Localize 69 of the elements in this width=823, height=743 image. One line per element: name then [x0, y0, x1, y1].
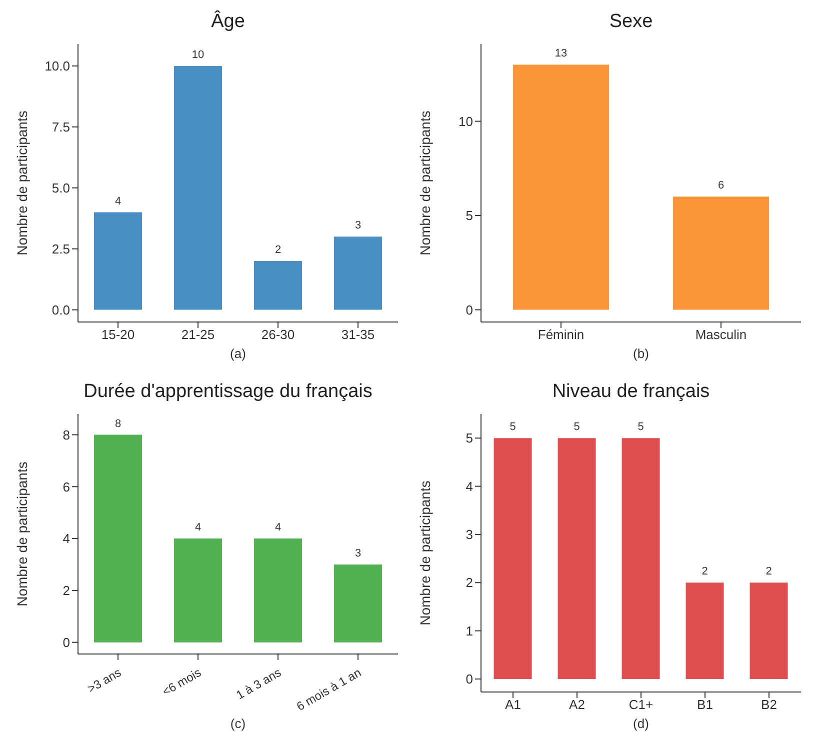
data-label: 2 — [766, 566, 772, 578]
data-label: 4 — [114, 195, 122, 208]
data-label: 6 — [718, 180, 724, 192]
bar — [94, 434, 142, 642]
y-tick-label: 4 — [62, 531, 70, 546]
y-tick-label: 4 — [466, 478, 473, 494]
bar — [94, 212, 142, 310]
y-axis-title: Nombre de participants — [14, 462, 30, 606]
x-tick-label: 21-25 — [181, 327, 215, 342]
x-tick-label: 15-20 — [101, 327, 135, 342]
x-tick-label: C1+ — [628, 697, 654, 712]
y-tick-label: 2 — [466, 575, 473, 590]
y-tick-label: 0 — [466, 672, 473, 687]
bar — [254, 538, 302, 642]
text: 0.0 — [52, 302, 70, 318]
x-tick-label: Féminin — [538, 327, 584, 342]
data-label: 3 — [354, 220, 362, 232]
text: 10.0 — [44, 58, 70, 74]
data-label: 2 — [702, 566, 708, 578]
y-tick-label: 5 — [466, 430, 473, 446]
bar — [174, 66, 222, 310]
x-tick-label: 1 à 3 ans — [234, 665, 284, 702]
chart-title: Sexe — [608, 10, 654, 34]
data-label: 4 — [274, 522, 282, 534]
x-tick-label: 31-35 — [341, 327, 375, 342]
data-label: 10 — [192, 48, 204, 61]
x-tick-label: Masculin — [695, 327, 747, 342]
data-label: 2 — [274, 244, 282, 256]
x-tick-label: >3 ans — [85, 665, 124, 696]
data-label: 5 — [638, 421, 644, 434]
x-tick-label: A2 — [569, 697, 585, 712]
data-label: 4 — [194, 522, 202, 534]
y-axis-title: Nombre de participants — [416, 110, 433, 256]
data-label: 8 — [114, 418, 122, 430]
bar — [334, 564, 382, 642]
y-tick-label: 1 — [466, 623, 473, 638]
bar — [334, 236, 382, 310]
y-tick-label: 2 — [62, 583, 70, 598]
y-axis-title: Nombre de participants — [416, 480, 433, 626]
data-label: 5 — [510, 421, 516, 434]
y-tick-label: 0 — [466, 302, 473, 318]
chart-title: Durée d'apprentissage du français — [82, 380, 374, 404]
x-axis-title: (c) — [229, 716, 247, 733]
x-axis-title: (a) — [229, 346, 247, 363]
y-tick-label: 10 — [458, 114, 473, 129]
x-axis-title: (d) — [632, 716, 650, 733]
x-tick-label: B1 — [697, 697, 713, 712]
chart-title: Niveau de français — [551, 380, 711, 404]
data-label: 5 — [574, 421, 580, 434]
chart-title: Âge — [210, 9, 246, 34]
text: 7.5 — [52, 120, 70, 135]
y-axis-title: Nombre de participants — [14, 110, 30, 256]
y-tick-label: 0 — [62, 634, 70, 650]
x-tick-label: A1 — [505, 697, 521, 712]
x-tick-label: 6 mois à 1 an — [294, 665, 364, 714]
x-tick-label: <6 mois — [160, 665, 204, 699]
y-tick-label: 3 — [466, 527, 473, 542]
x-tick-label: B2 — [761, 697, 777, 712]
bar — [174, 538, 222, 642]
text: 2.5 — [52, 241, 70, 256]
bar — [254, 261, 302, 310]
x-axis-title: (b) — [632, 346, 650, 363]
y-tick-label: 6 — [62, 479, 70, 494]
data-label: 3 — [354, 547, 362, 560]
y-tick-label: 5 — [466, 208, 473, 224]
data-label: 13 — [554, 48, 568, 60]
y-tick-label: 8 — [62, 427, 70, 442]
x-tick-label: 26-30 — [261, 327, 295, 342]
text: 5.0 — [52, 180, 70, 196]
